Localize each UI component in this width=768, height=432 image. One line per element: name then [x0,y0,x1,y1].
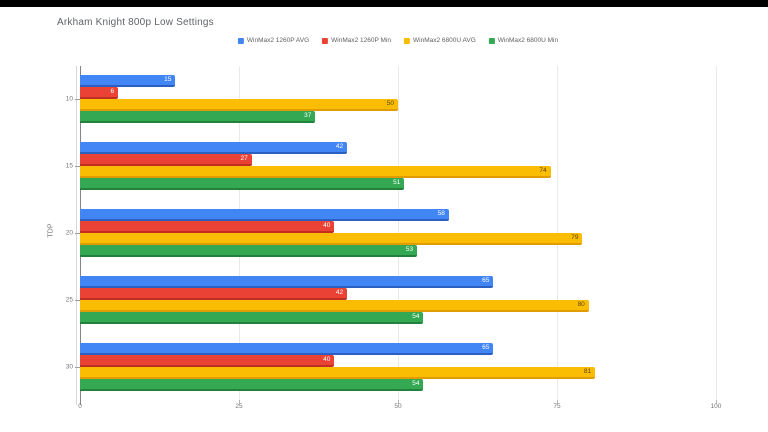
x-tick-50 [398,400,399,404]
x-axis-label-0: 0 [78,403,82,410]
legend-item-winmax2-1260p-avg: WinMax2 1260P AVG [237,37,310,44]
y-axis-title: TDP [47,223,55,238]
bar-value-label: 42 [335,288,344,296]
bar-value-label: 27 [240,155,248,163]
bar-winmax2-6800u-avg-tdp25: 80 [80,299,589,312]
bar-groups: 10 15 6 50 37 15 42 27 74 51 20 58 40 79 53 25 65 42 80 54 3… [66,66,716,400]
category-tick-30 [75,366,80,368]
bar-winmax2-1260p-min-tdp20: 40 [80,220,335,233]
bar-value-label: 40 [323,355,331,363]
bar-winmax2-1260p-avg-tdp25: 65 [80,275,494,288]
chart-title: Arkham Knight 800p Low Settings [57,17,214,28]
x-tick-100 [716,400,717,404]
category-tick-10 [75,99,80,101]
category-tick-20 [75,232,80,234]
bar-winmax2-1260p-min-tdp30: 40 [80,354,335,367]
bar-value-label: 50 [386,100,394,108]
bar-winmax2-6800u-min-tdp15: 51 [80,178,405,191]
x-axis-label-75: 75 [553,403,561,410]
bar-value-label: 42 [335,143,344,151]
bar-winmax2-1260p-avg-tdp20: 58 [80,208,449,221]
category-tick-15 [75,166,80,168]
bar-value-label: 51 [393,179,401,187]
bar-value-label: 65 [482,343,490,351]
category-label-15: 15 [65,162,73,170]
bar-value-label: 81 [583,367,592,375]
bar-value-label: 37 [304,112,312,120]
bar-value-label: 54 [412,312,420,320]
category-label-20: 20 [65,229,73,237]
x-tick-75 [557,400,558,404]
bar-value-label: 79 [571,233,579,241]
bar-winmax2-6800u-avg-tdp15: 74 [80,166,551,179]
bar-value-label: 40 [323,221,331,229]
bar-value-label: 6 [110,88,115,96]
plot-area: 10 15 6 50 37 15 42 27 74 51 20 58 40 79 53 25 65 42 80 54 3… [66,66,717,405]
bar-winmax2-6800u-avg-tdp10: 50 [80,99,398,112]
bar-winmax2-1260p-avg-tdp15: 42 [80,142,348,155]
legend-label: WinMax2 6800U AVG [413,37,476,44]
bar-winmax2-6800u-min-tdp20: 53 [80,244,418,257]
category-label-10: 10 [65,95,73,103]
x-axis-label-25: 25 [235,403,243,410]
legend-swatch-icon [404,37,411,44]
bar-winmax2-1260p-avg-tdp30: 65 [80,342,494,355]
bar-winmax2-6800u-min-tdp30: 54 [80,378,424,391]
legend-label: WinMax2 6800U Min [497,37,559,44]
bar-winmax2-6800u-avg-tdp20: 79 [80,232,583,245]
category-tick-25 [75,299,80,301]
bar-winmax2-1260p-min-tdp15: 27 [80,154,252,167]
legend-swatch-icon [488,37,495,44]
legend-label: WinMax2 1260P AVG [246,37,310,44]
x-axis-labels: 0 25 50 75 100 [78,403,721,413]
bar-value-label: 15 [164,76,172,84]
category-label-25: 25 [65,296,73,304]
bar-winmax2-1260p-min-tdp25: 42 [80,287,348,300]
bar-group-25: 25 65 42 80 54 [66,266,716,333]
x-axis-label-50: 50 [394,403,402,410]
letterbox-bar [0,0,768,7]
bar-winmax2-1260p-min-tdp10: 6 [80,87,119,100]
legend-item-winmax2-1260p-min: WinMax2 1260P Min [322,37,391,44]
bar-value-label: 65 [482,276,490,284]
bar-value-label: 54 [412,379,420,387]
bar-winmax2-6800u-min-tdp10: 37 [80,111,316,124]
bar-winmax2-1260p-avg-tdp10: 15 [80,75,176,88]
legend-swatch-icon [322,37,329,44]
legend-item-winmax2-6800u-min: WinMax2 6800U Min [488,37,559,44]
legend-label: WinMax2 1260P Min [331,37,392,44]
bar-group-15: 15 42 27 74 51 [66,133,716,200]
bar-group-10: 10 15 6 50 37 [66,66,716,133]
bar-group-30: 30 65 40 81 54 [66,333,716,400]
bar-winmax2-6800u-avg-tdp30: 81 [80,366,596,379]
chart-legend: WinMax2 1260P AVG WinMax2 1260P Min WinMax… [237,37,559,44]
category-label-30: 30 [65,363,73,371]
y-axis-outer-line [76,66,77,405]
bar-value-label: 80 [577,300,585,308]
bar-group-20: 20 58 40 79 53 [66,200,716,267]
legend-swatch-icon [237,37,244,44]
bar-value-label: 74 [539,167,547,175]
x-tick-25 [239,400,240,404]
bar-value-label: 58 [437,209,445,217]
bar-winmax2-6800u-min-tdp25: 54 [80,311,424,324]
bar-value-label: 53 [405,245,414,253]
x-axis-label-100: 100 [710,403,722,410]
gridline-100 [716,66,717,400]
legend-item-winmax2-6800u-avg: WinMax2 6800U AVG [404,37,476,44]
